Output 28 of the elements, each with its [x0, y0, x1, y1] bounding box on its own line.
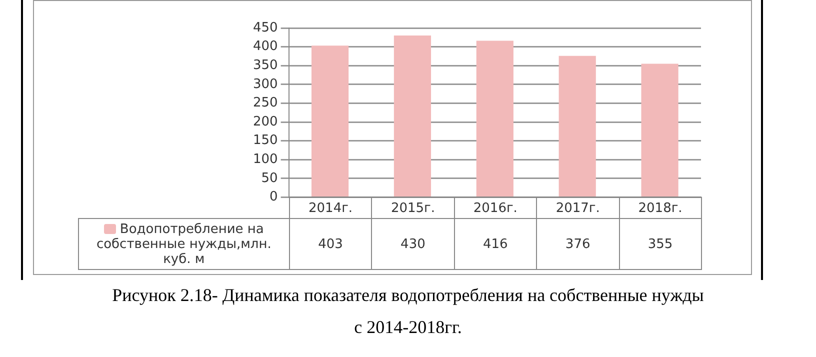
- y-tick-label: 100: [252, 152, 278, 167]
- text: с 2014-2018гг.: [353, 317, 463, 338]
- text: Рисунок 2.18- Динамика показателя водопотребления на собственные нужды: [111, 285, 705, 306]
- y-tick-label: 0: [270, 190, 278, 205]
- y-tick-label: 200: [252, 114, 278, 130]
- x-tick-label: 2016г.: [454, 197, 538, 220]
- x-tick-label: 2017г.: [536, 197, 620, 220]
- data-label: 430: [371, 218, 455, 270]
- bar: [558, 56, 596, 196]
- x-tick-label: 2015г.: [371, 197, 455, 220]
- data-label: 416: [454, 218, 538, 270]
- bar: [641, 64, 678, 196]
- y-tick-label: 450: [252, 20, 278, 36]
- data-label: 355: [618, 218, 702, 270]
- x-tick-label: 2014г.: [288, 197, 372, 220]
- y-tick-label: 150: [252, 133, 278, 148]
- y-tick-label: 400: [252, 39, 278, 54]
- bar: [476, 40, 514, 196]
- bar: [311, 46, 349, 196]
- y-tick-label: 300: [252, 76, 278, 92]
- bar: [394, 36, 432, 196]
- data-label: 403: [288, 218, 372, 270]
- y-tick-label: 250: [252, 96, 278, 111]
- y-tick-label: 350: [252, 58, 278, 73]
- x-tick-label: 2018г.: [618, 197, 702, 220]
- legend-label: Водопотребление на собственные нужды,млн. куб. м: [95, 222, 272, 267]
- y-tick-label: 50: [261, 170, 278, 186]
- data-label: 376: [536, 218, 620, 270]
